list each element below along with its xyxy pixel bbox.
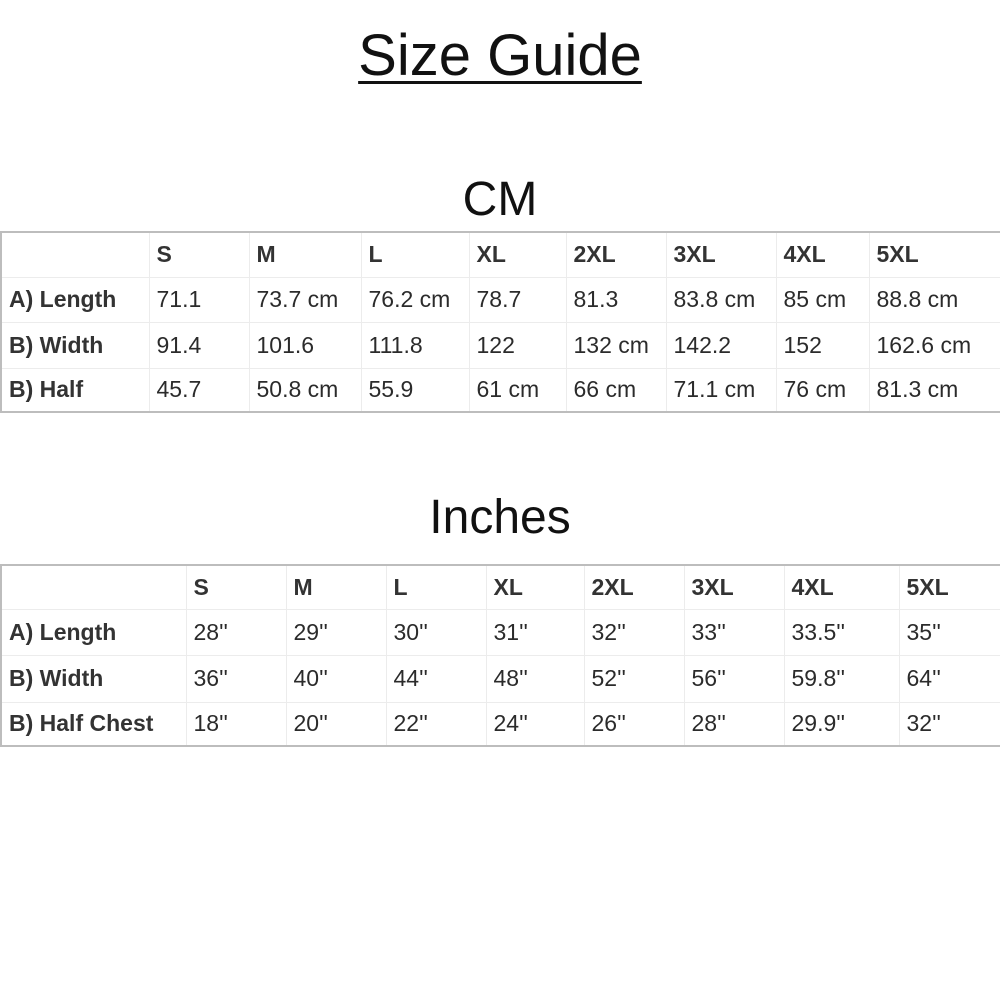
- measurement-cell: 76 cm: [775, 367, 870, 413]
- size-header: XL: [485, 564, 585, 610]
- size-header: L: [385, 564, 487, 610]
- row-label: B) Half: [0, 367, 150, 413]
- measurement-cell: 142.2: [665, 321, 777, 369]
- measurement-cell: 26'': [583, 701, 685, 747]
- size-header: 4XL: [783, 564, 900, 610]
- measurement-cell: 91.4: [148, 321, 250, 369]
- table-row: B) Width 36'' 40'' 44'' 48'' 52'' 56'' 59.8'' 64…: [0, 654, 1000, 703]
- measurement-cell: 18'': [185, 701, 287, 747]
- measurement-cell: 22'': [385, 701, 487, 747]
- measurement-cell: 132 cm: [565, 321, 667, 369]
- page-title: Size Guide: [358, 23, 642, 88]
- measurement-cell: 33'': [683, 608, 785, 656]
- measurement-cell: 85 cm: [775, 276, 870, 323]
- measurement-cell: 111.8: [360, 321, 470, 369]
- measurement-cell: 71.1 cm: [665, 367, 777, 413]
- row-label: B) Width: [0, 321, 150, 369]
- size-header: 5XL: [898, 564, 1000, 610]
- measurement-cell: 44'': [385, 654, 487, 703]
- measurement-cell: 45.7: [148, 367, 250, 413]
- measurement-cell: 48'': [485, 654, 585, 703]
- measurement-cell: 59.8'': [783, 654, 900, 703]
- measurement-cell: 35'': [898, 608, 1000, 656]
- measurement-cell: 29.9'': [783, 701, 900, 747]
- size-header: S: [185, 564, 287, 610]
- measurement-cell: 81.3: [565, 276, 667, 323]
- size-header: L: [360, 231, 470, 278]
- table-row: B) Half Chest 18'' 20'' 22'' 24'' 26'' 28'' 29.…: [0, 701, 1000, 747]
- size-header: 5XL: [868, 231, 1000, 278]
- row-label: B) Width: [0, 654, 187, 703]
- measurement-cell: 152: [775, 321, 870, 369]
- measurement-cell: 101.6: [248, 321, 362, 369]
- empty-header-cell: [0, 564, 187, 610]
- measurement-cell: 28'': [683, 701, 785, 747]
- measurement-cell: 33.5'': [783, 608, 900, 656]
- cm-heading: CM: [462, 173, 538, 226]
- table-row: B) Half 45.7 50.8 cm 55.9 61 cm 66 cm 71.1 cm 7…: [0, 367, 1000, 413]
- measurement-cell: 71.1: [148, 276, 250, 323]
- measurement-cell: 24'': [485, 701, 585, 747]
- row-label: A) Length: [0, 608, 187, 656]
- size-header: 4XL: [775, 231, 870, 278]
- row-label: A) Length: [0, 276, 150, 323]
- measurement-cell: 56'': [683, 654, 785, 703]
- measurement-cell: 162.6 cm: [868, 321, 1000, 369]
- measurement-cell: 64'': [898, 654, 1000, 703]
- measurement-cell: 83.8 cm: [665, 276, 777, 323]
- measurement-cell: 28'': [185, 608, 287, 656]
- empty-header-cell: [0, 231, 150, 278]
- size-header: M: [285, 564, 387, 610]
- header-row: S M L XL 2XL 3XL 4XL 5XL: [0, 231, 1000, 278]
- measurement-cell: 61 cm: [468, 367, 567, 413]
- inches-heading: Inches: [429, 491, 571, 544]
- size-header: XL: [468, 231, 567, 278]
- row-label: B) Half Chest: [0, 701, 187, 747]
- measurement-cell: 32'': [898, 701, 1000, 747]
- cm-size-table: S M L XL 2XL 3XL 4XL 5XL A) Length 71.1 73.7 cm 76.…: [0, 231, 1000, 413]
- measurement-cell: 40'': [285, 654, 387, 703]
- measurement-cell: 29'': [285, 608, 387, 656]
- measurement-cell: 32'': [583, 608, 685, 656]
- measurement-cell: 36'': [185, 654, 287, 703]
- measurement-cell: 20'': [285, 701, 387, 747]
- table-row: A) Length 71.1 73.7 cm 76.2 cm 78.7 81.3 83.8 …: [0, 276, 1000, 323]
- measurement-cell: 78.7: [468, 276, 567, 323]
- measurement-cell: 30'': [385, 608, 487, 656]
- measurement-cell: 88.8 cm: [868, 276, 1000, 323]
- measurement-cell: 66 cm: [565, 367, 667, 413]
- measurement-cell: 73.7 cm: [248, 276, 362, 323]
- measurement-cell: 81.3 cm: [868, 367, 1000, 413]
- size-header: 2XL: [565, 231, 667, 278]
- measurement-cell: 76.2 cm: [360, 276, 470, 323]
- measurement-cell: 55.9: [360, 367, 470, 413]
- measurement-cell: 52'': [583, 654, 685, 703]
- measurement-cell: 122: [468, 321, 567, 369]
- table-row: B) Width 91.4 101.6 111.8 122 132 cm 142.2 152 1…: [0, 321, 1000, 369]
- table-row: A) Length 28'' 29'' 30'' 31'' 32'' 33'' 33.5'' 3…: [0, 608, 1000, 656]
- size-header: M: [248, 231, 362, 278]
- header-row: S M L XL 2XL 3XL 4XL 5XL: [0, 564, 1000, 610]
- size-header: 3XL: [665, 231, 777, 278]
- inches-size-table: S M L XL 2XL 3XL 4XL 5XL A) Length 28'' 29'' 30'' 31…: [0, 564, 1000, 747]
- size-header: 2XL: [583, 564, 685, 610]
- measurement-cell: 50.8 cm: [248, 367, 362, 413]
- size-header: 3XL: [683, 564, 785, 610]
- size-header: S: [148, 231, 250, 278]
- measurement-cell: 31'': [485, 608, 585, 656]
